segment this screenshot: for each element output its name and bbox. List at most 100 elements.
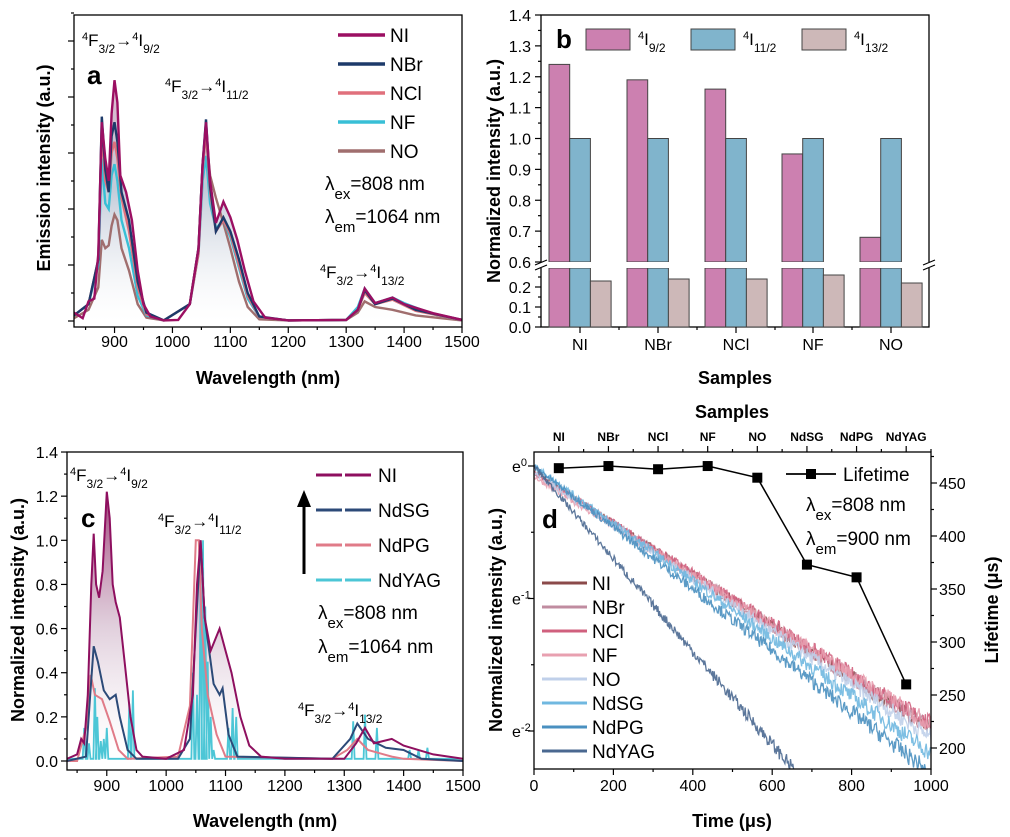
y-tick-label: 0.0: [509, 320, 531, 337]
transition-label-sup: 4: [165, 77, 171, 89]
bar: [802, 267, 824, 328]
bar: [704, 88, 727, 263]
decay-curve-NdPG: [534, 464, 927, 769]
legend-label: NCl: [390, 84, 422, 105]
x-tick-label: NF: [802, 337, 824, 354]
top-tick-label: NdPG: [840, 430, 873, 444]
transition-label: 4F3/2→4I13/2: [320, 263, 405, 288]
panel-a: 900 1000 1100 1200 1300 1400 1500 Wavelength (n…: [34, 12, 480, 388]
y-tick-label: 0.7: [509, 224, 531, 241]
y-tick-base: e: [512, 724, 521, 741]
transition-label-level: F: [171, 77, 181, 96]
y-tick-label: e0: [512, 457, 527, 476]
x-tick-label: 1400: [386, 778, 422, 795]
top-tick-label: NdSG: [790, 430, 823, 444]
x-axis-title: Wavelength (nm): [193, 811, 337, 831]
bar: [781, 267, 804, 328]
y-tick-label: 0.8: [36, 577, 58, 594]
y-tick-label: 1.0: [509, 132, 531, 149]
x-tick-label: 900: [101, 334, 128, 351]
y-tick-label: 0.6: [509, 255, 531, 272]
x-tick-label: 1000: [148, 778, 184, 795]
transition-label-sup: 4: [298, 701, 304, 713]
y-tick-label: 0.2: [509, 280, 531, 297]
legend-label: NI: [390, 26, 409, 47]
y-tick-label: 1.0: [36, 533, 58, 550]
transition-label-sub: 3/2: [99, 42, 116, 56]
legend-label: NCl: [592, 622, 624, 643]
y-tick-label: 0.9: [509, 162, 531, 179]
x-tick-label: 1000: [155, 334, 191, 351]
bar: [548, 63, 571, 263]
y2-tick-label: 250: [939, 688, 966, 705]
bar: [647, 138, 669, 263]
transition-label-sup: 4: [70, 466, 76, 478]
transition-label-level: I: [354, 701, 359, 720]
panel-letter: a: [87, 60, 102, 90]
series-line-NdYAG: [67, 540, 463, 760]
legend-label: NBr: [390, 55, 423, 76]
y-tick-exp: -1: [521, 590, 531, 602]
legend-label: NF: [592, 646, 617, 667]
x-tick-label: 1100: [208, 778, 243, 795]
plot-area: [67, 491, 463, 762]
y-tick-exp: 0: [521, 457, 527, 469]
lifetime-marker: [901, 679, 912, 690]
panel-letter: c: [81, 503, 95, 533]
x-tick-label: 1300: [328, 334, 364, 351]
plot-area: [74, 80, 462, 322]
transition-label-level: I: [214, 512, 219, 531]
bar: [626, 79, 649, 263]
top-tick-label: NdYAG: [886, 430, 927, 444]
transition-label-level: I: [126, 466, 131, 485]
transition-label-sub: 9/2: [143, 42, 160, 56]
transition-label-level: F: [304, 701, 314, 720]
bar: [781, 153, 804, 263]
x-tick-label: 200: [600, 778, 627, 795]
transition-label-sub: 3/2: [182, 88, 199, 102]
transition-label: 4F3/2→4I9/2: [70, 466, 148, 491]
transition-label-level: F: [76, 466, 86, 485]
x-tick-label: 900: [93, 778, 120, 795]
legend-sub: 13/2: [865, 41, 889, 55]
top-tick-label: NF: [700, 430, 716, 444]
emission-label: λem=1064 nm: [318, 637, 433, 666]
legend-label: NBr: [592, 598, 625, 619]
y-tick-label: 0.1: [509, 300, 531, 317]
series-line-NI: [67, 491, 463, 760]
area-fill: [67, 491, 463, 761]
emission-label-lambda: λ: [318, 637, 328, 658]
lifetime-line: [558, 465, 907, 685]
transition-label-sub: 11/2: [226, 88, 249, 102]
legend-label: NdYAG: [378, 571, 441, 592]
y-axis-title: Normalized intensity (a.u.): [486, 508, 506, 732]
series-line-NI: [74, 80, 462, 322]
y-tick-base: e: [512, 459, 521, 476]
legend-label: NO: [390, 142, 419, 163]
transition-label-level: I: [376, 263, 381, 282]
lifetime-marker: [553, 463, 564, 474]
legend-level: I: [644, 30, 649, 49]
emission-label: λem=1064 nm: [325, 207, 440, 236]
x-tick-label: 400: [679, 778, 706, 795]
transition-label-level: F: [164, 512, 174, 531]
bar: [900, 282, 923, 328]
y-tick-label: 1.3: [509, 39, 531, 56]
x-tick-label: 600: [759, 778, 786, 795]
y-tick-label: 0.2: [36, 710, 58, 727]
top-tick-label: NI: [553, 430, 565, 444]
legend-label: NI: [378, 466, 397, 487]
legend-label: NF: [390, 113, 415, 134]
x-tick-label: 1000: [913, 778, 949, 795]
top-tick-label: NO: [748, 430, 766, 444]
bar: [802, 138, 824, 263]
transition-label-sup: 4: [348, 701, 354, 713]
plot-frame: [66, 451, 464, 771]
legend-label: 4I11/2: [743, 30, 777, 55]
excitation-label: λex=808 nm: [318, 603, 418, 632]
transition-label-sup: 4: [132, 31, 138, 43]
y2-tick-label: 400: [939, 529, 966, 546]
transition-label-arrow: →: [353, 263, 370, 282]
legend-level: I: [749, 30, 754, 49]
transition-label-sub: 13/2: [381, 274, 405, 288]
